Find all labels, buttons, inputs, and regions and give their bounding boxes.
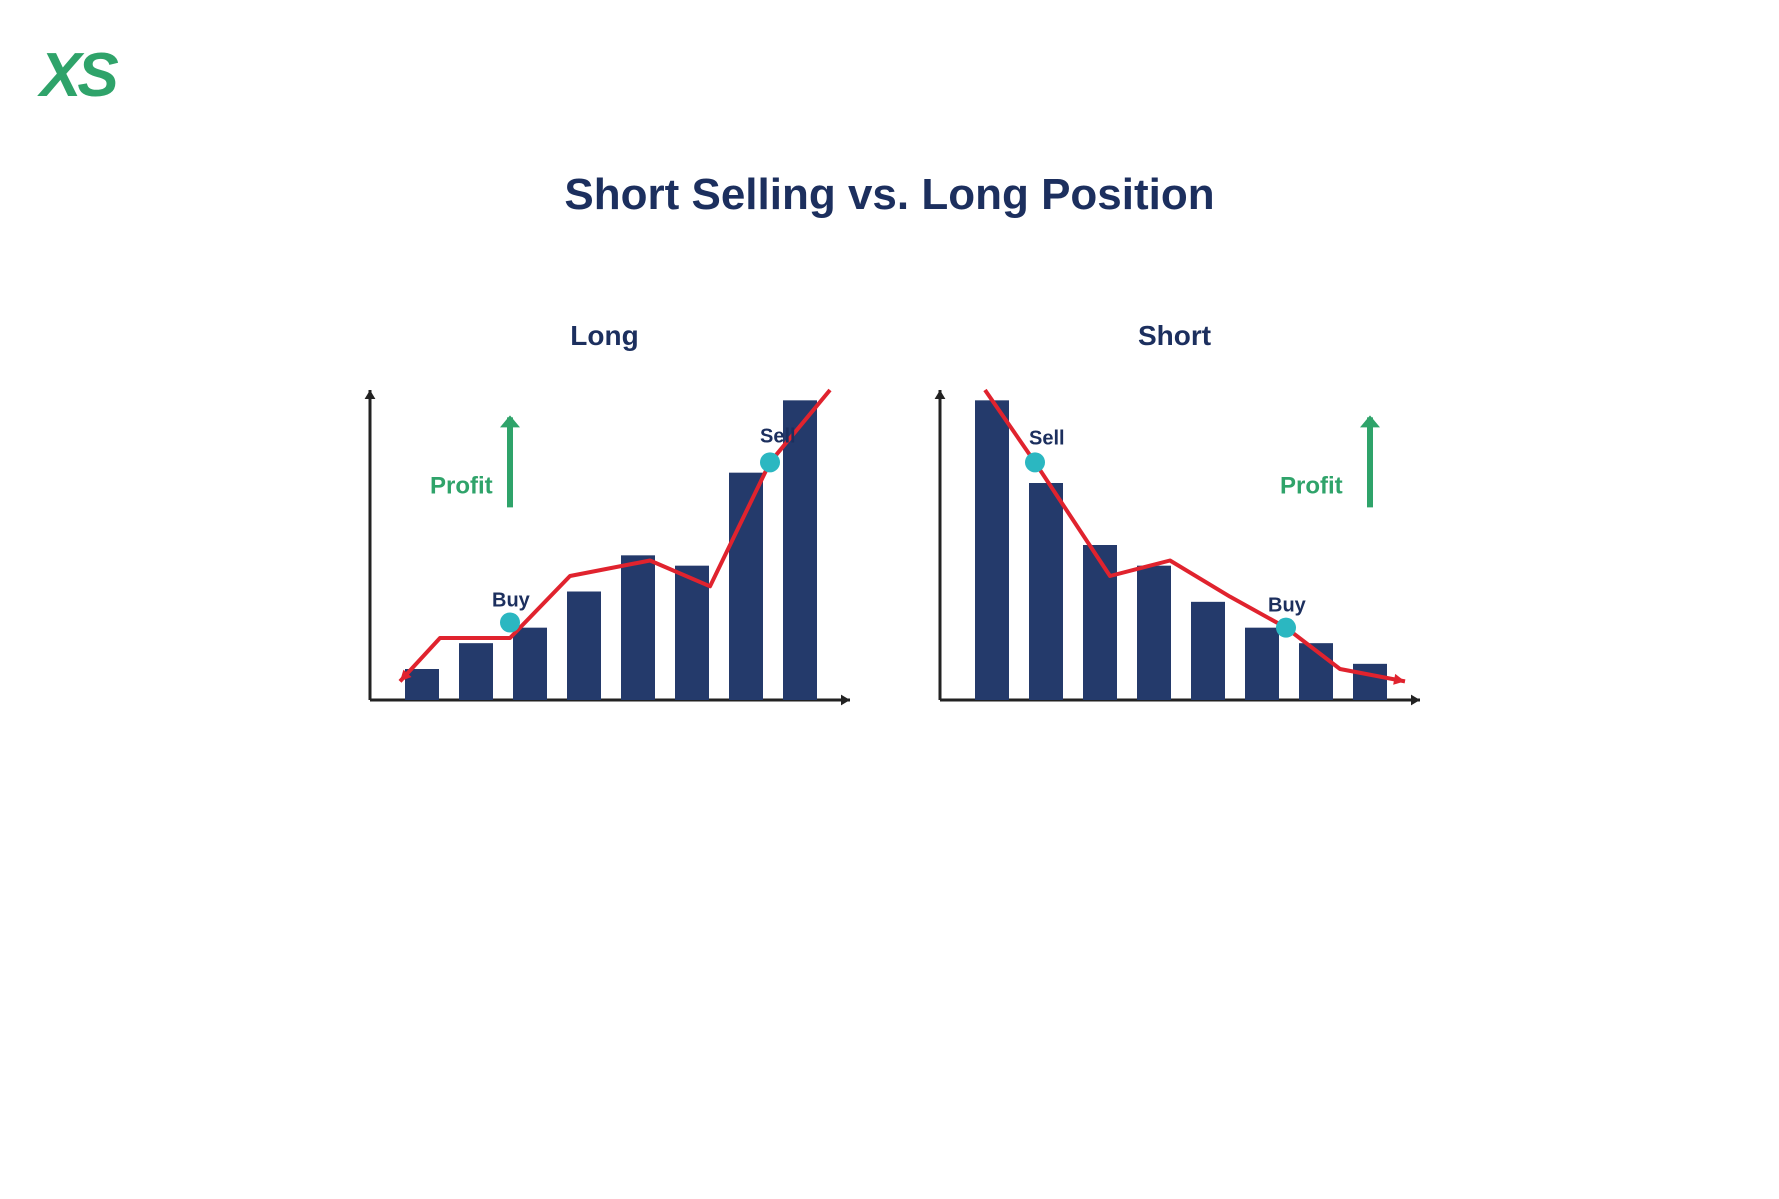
svg-text:Buy: Buy [492, 590, 531, 612]
chart-svg-long: Buy Sell Profit [350, 330, 860, 750]
brand-logo: XS [40, 40, 115, 111]
svg-text:Profit: Profit [1280, 472, 1343, 499]
svg-text:Buy: Buy [1268, 595, 1307, 617]
chart-title-long: Long [350, 320, 860, 352]
svg-text:Profit: Profit [430, 472, 493, 499]
chart-title-short: Short [920, 320, 1430, 352]
chart-svg-short: Sell Buy Profit [920, 330, 1430, 750]
page-title: Short Selling vs. Long Position [0, 170, 1779, 220]
svg-text:Sell: Sell [1029, 427, 1065, 449]
chart-panel-short: Short SellBuyProfit [920, 330, 1430, 750]
svg-text:Sell: Sell [760, 425, 796, 447]
charts-row: Long BuySellProfit Short SellBuyProfit [0, 330, 1779, 830]
chart-panel-long: Long BuySellProfit [350, 330, 860, 750]
